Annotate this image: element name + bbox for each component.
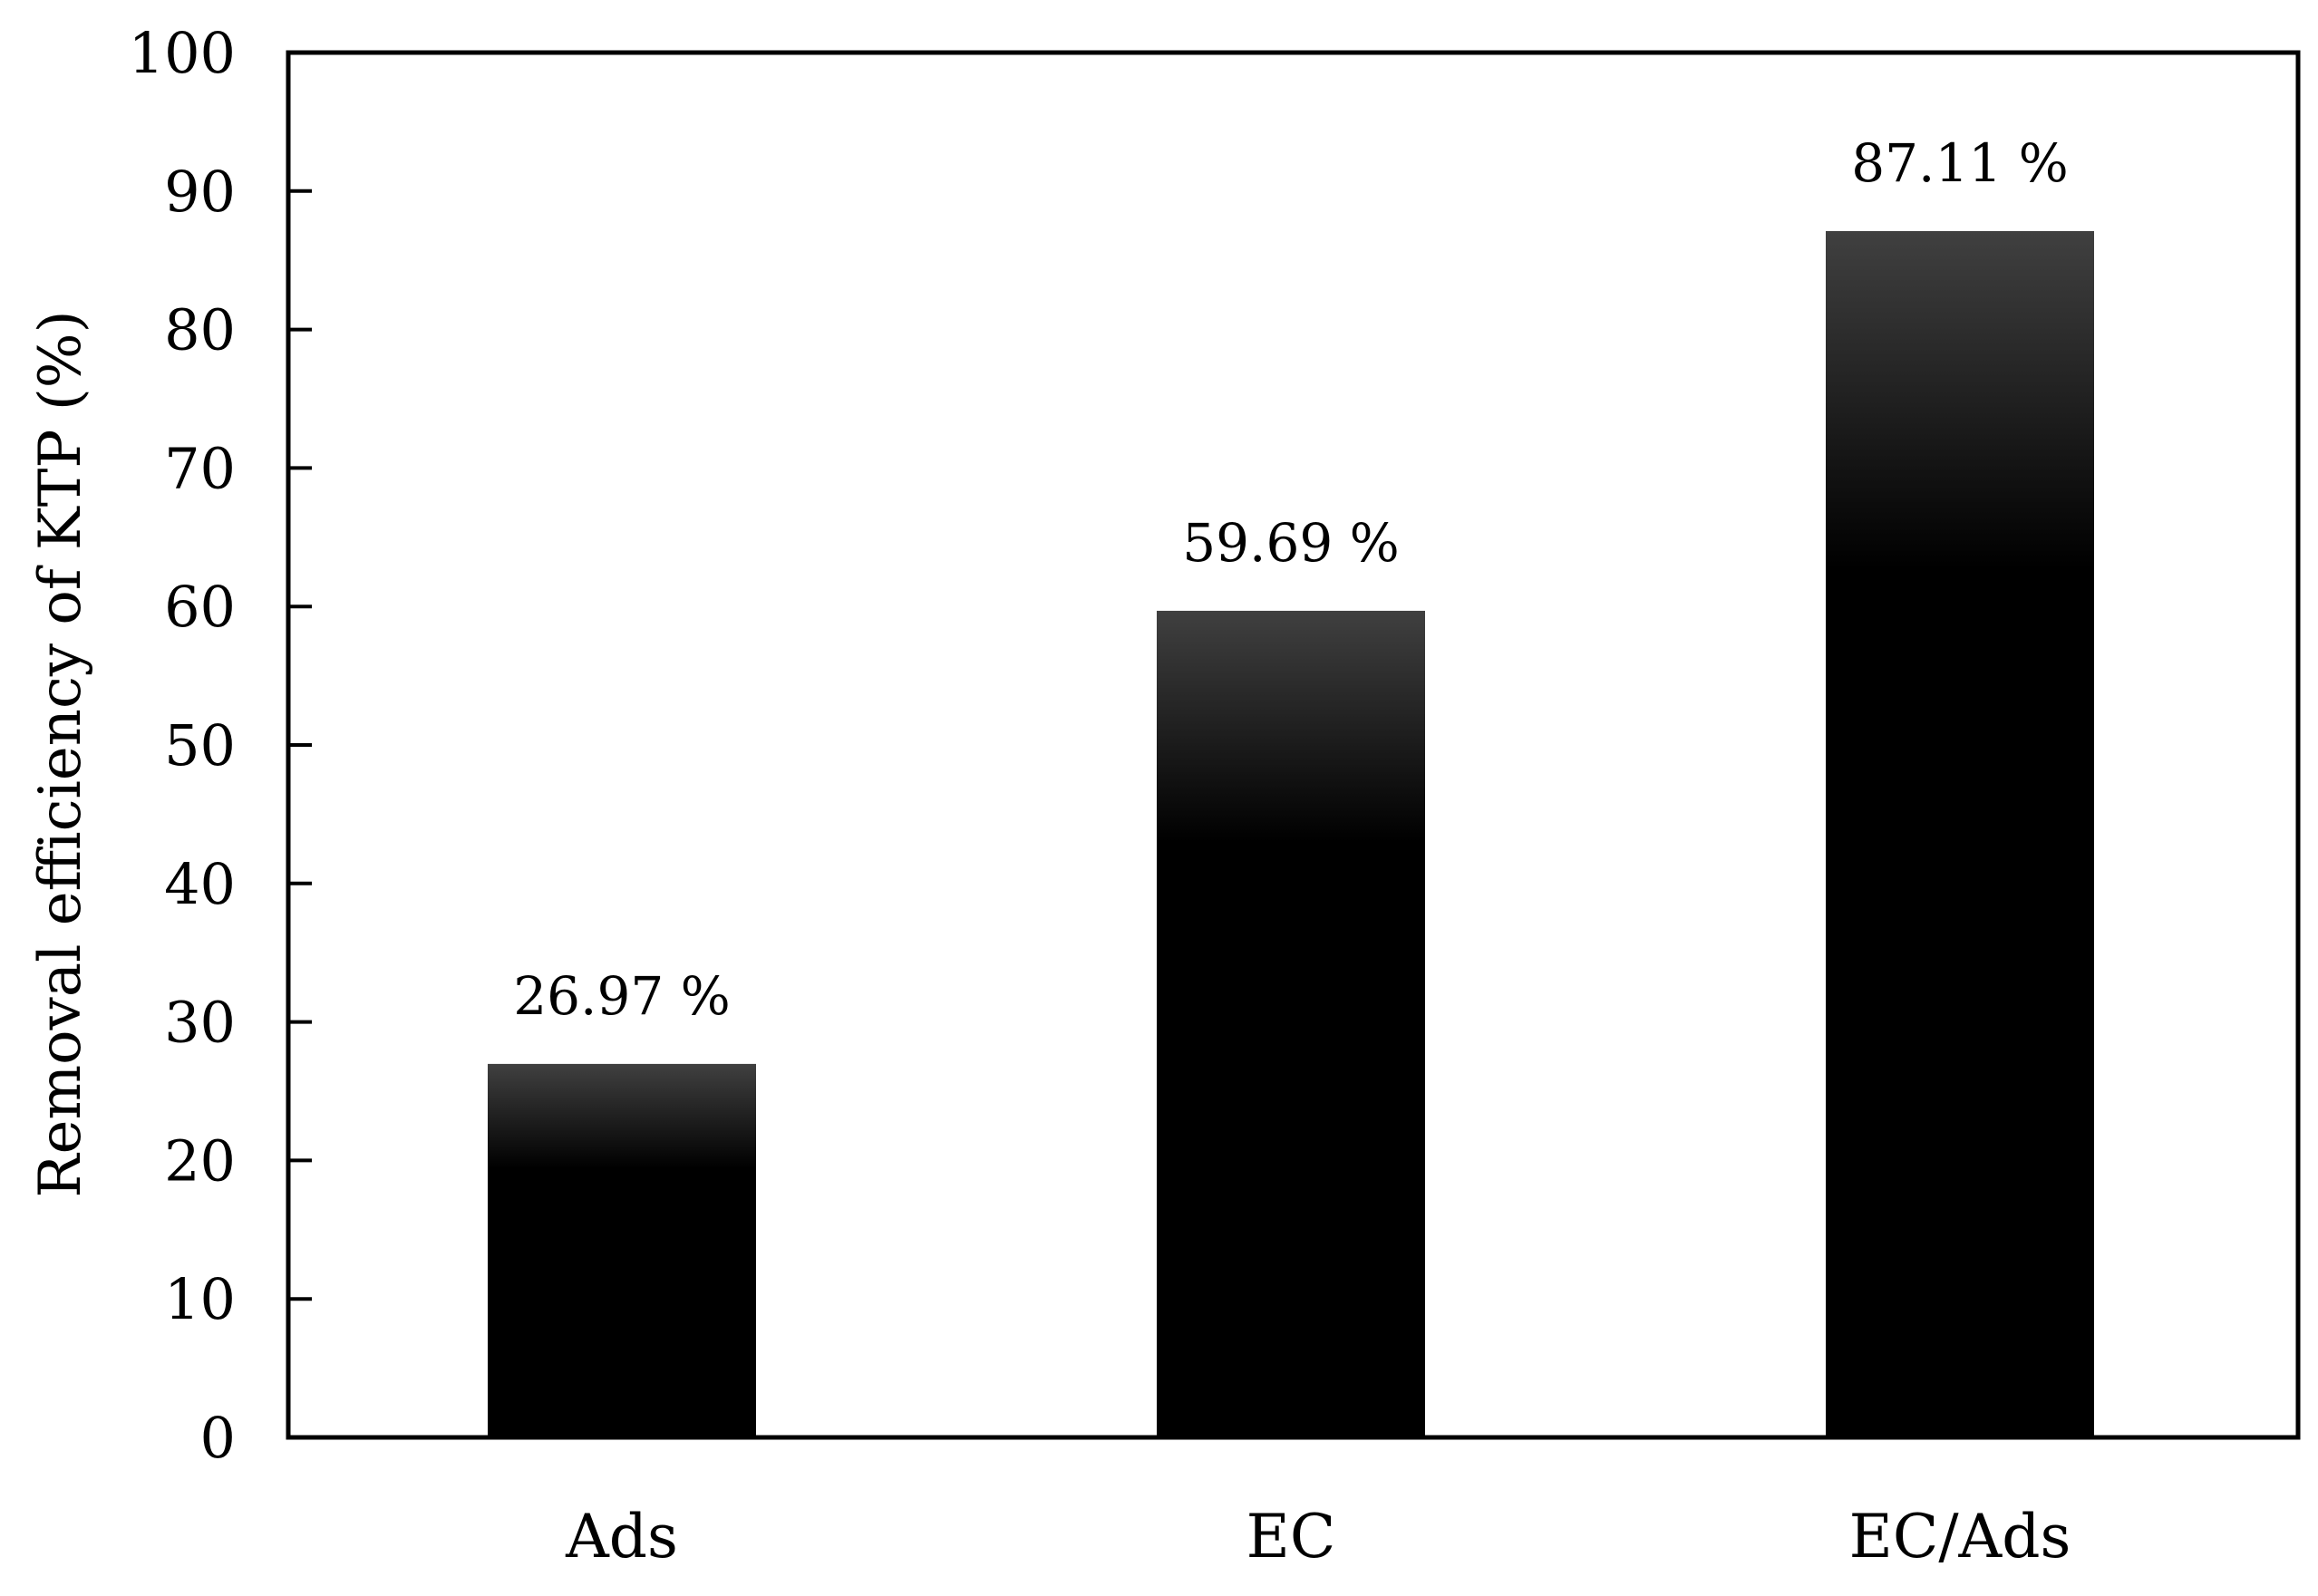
y-tick-label-7: 70 (164, 435, 236, 501)
y-tick-label-9: 90 (164, 159, 236, 225)
y-tick-label-0: 0 (200, 1405, 236, 1471)
y-axis-title: Removal efficiency of KTP (%) (27, 310, 94, 1197)
y-tick-label-8: 80 (164, 297, 236, 363)
y-tick-label-4: 40 (164, 851, 236, 917)
value-label-2: 87.11 % (1851, 132, 2069, 194)
x-category-label-0: Ads (565, 1502, 678, 1572)
value-labels: 26.97 % 59.69 % 87.11 % (513, 132, 2069, 1027)
bar-ec (1157, 610, 1425, 1437)
y-tick-label-2: 20 (164, 1127, 236, 1194)
value-label-0: 26.97 % (513, 965, 731, 1027)
y-tick-label-5: 50 (164, 712, 236, 779)
y-axis-ticks: 0 10 20 30 40 50 60 70 80 90 100 (129, 20, 312, 1471)
x-axis-labels: Ads EC EC/Ads (565, 1502, 2071, 1572)
bar-ec-ads (1826, 230, 2094, 1437)
bar-ads (488, 1063, 756, 1437)
y-tick-label-1: 10 (164, 1266, 236, 1332)
y-tick-label-6: 60 (164, 574, 236, 640)
bars-layer (488, 230, 2094, 1437)
value-label-1: 59.69 % (1182, 512, 1400, 574)
x-category-label-1: EC (1246, 1502, 1336, 1572)
y-tick-label-10: 100 (129, 20, 236, 86)
y-tick-label-3: 30 (164, 990, 236, 1056)
x-category-label-2: EC/Ads (1849, 1502, 2071, 1572)
